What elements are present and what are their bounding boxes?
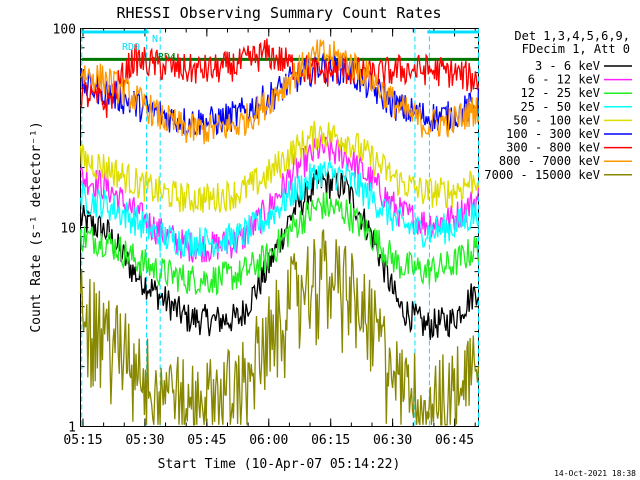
x-tick-label: 06:15 [311,433,350,448]
timestamp: 14-Oct-2021 18:38 [554,469,636,478]
legend: Det 1,3,4,5,6,9, FDecim 1, Att 0 3 - 6 k… [484,29,632,182]
x-tick-labels: 05:15 05:30 05:45 06:00 06:15 06:30 06:45 [63,433,474,448]
axis-ticks [80,28,479,427]
annotation-label: N [152,34,158,45]
x-axis-label: Start Time (10-Apr-07 05:14:22) [158,457,401,472]
legend-entry-label: 100 - 300 keV [506,127,600,141]
legend-entry-label: 7000 - 15000 keV [484,168,600,182]
series-line [79,52,480,137]
series-line [79,134,480,263]
y-tick-label: 100 [53,23,76,38]
x-tick-label: 06:30 [373,433,412,448]
y-tick-labels: 1 10 100 [53,23,76,436]
legend-header-line2: FDecim 1, Att 0 [522,42,630,56]
x-tick-label: 05:45 [187,433,226,448]
y-tick-label: 10 [60,222,76,237]
x-tick-label: 06:00 [249,433,288,448]
legend-entry-label: 3 - 6 keV [535,59,600,73]
series-line [79,39,480,145]
x-tick-label: 05:15 [63,433,102,448]
annotation-label: RD4 [158,52,176,63]
legend-entry-label: 6 - 12 keV [528,73,600,87]
legend-entry-label: 800 - 7000 keV [499,154,600,168]
series-line [79,229,480,427]
y-tick-label: 1 [68,421,76,436]
chart-title: RHESSI Observing Summary Count Rates [116,4,441,22]
x-tick-label: 05:30 [125,433,164,448]
legend-header-line1: Det 1,3,4,5,6,9, [514,29,630,43]
legend-entry-label: 300 - 800 keV [506,141,600,155]
x-tick-label: 06:45 [435,433,474,448]
legend-entry-label: 12 - 25 keV [521,86,600,100]
series-line [79,120,480,213]
annotation-label: RD0 [122,42,140,53]
series-line [79,159,480,258]
series-line [80,38,480,118]
legend-entry-label: 50 - 100 keV [513,113,600,127]
legend-entry-label: 25 - 50 keV [521,100,600,114]
series-line [79,192,480,296]
y-axis-label: Count Rate (s⁻¹ detector⁻¹) [29,121,44,332]
series-layer [79,38,480,427]
